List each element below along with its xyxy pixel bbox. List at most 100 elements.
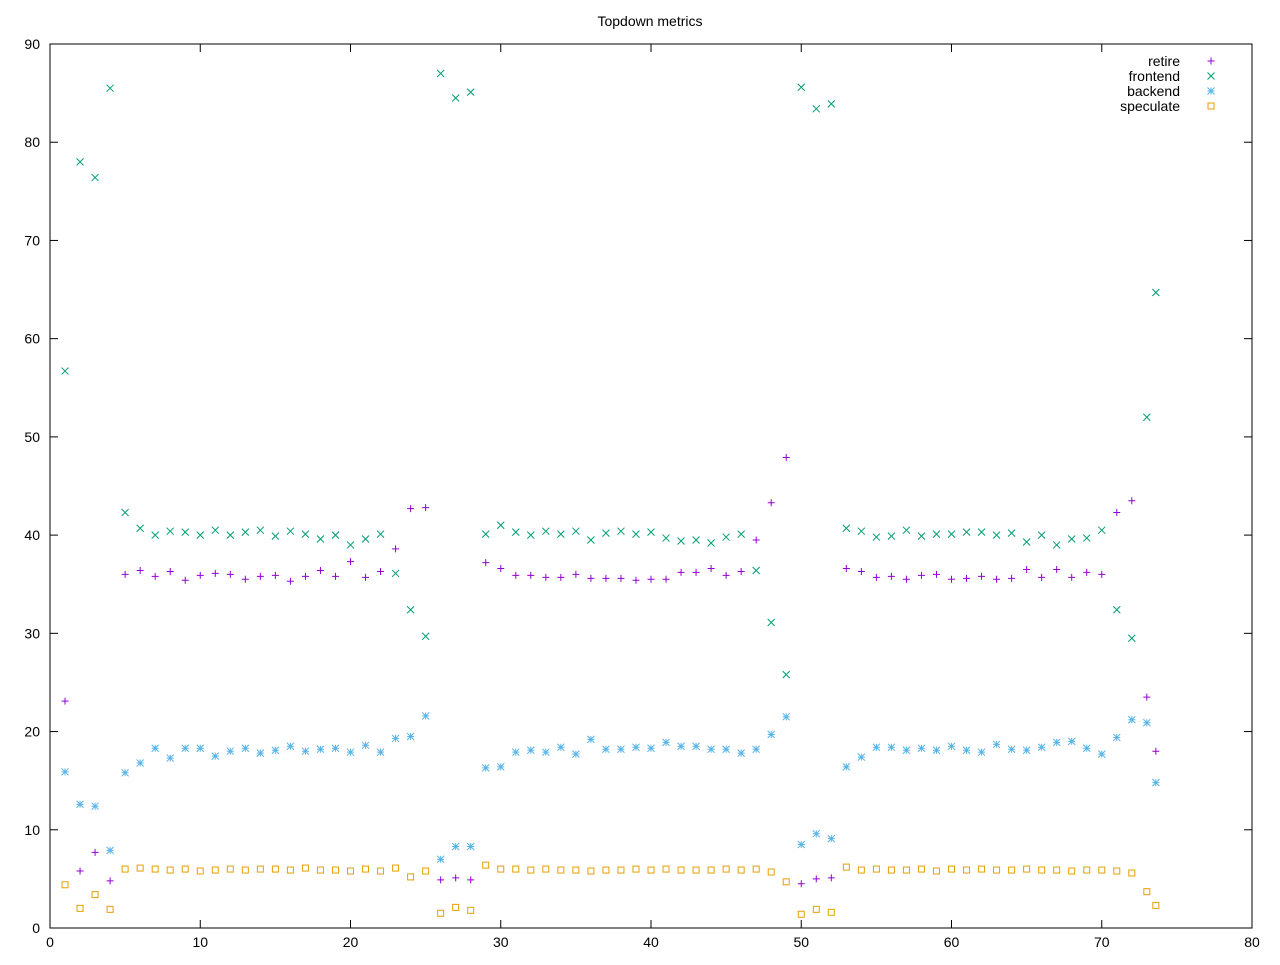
retire-point (437, 876, 445, 884)
backend-point (256, 749, 265, 758)
retire-point (181, 576, 189, 584)
retire-point (61, 697, 69, 705)
backend-point (1097, 750, 1106, 759)
x-tick-label: 70 (1094, 934, 1110, 950)
backend-point (541, 748, 550, 757)
backend-point (707, 745, 715, 754)
speculate-point (181, 865, 189, 873)
y-tick-label: 10 (24, 822, 40, 838)
frontend-point (406, 605, 415, 614)
speculate-point (978, 865, 986, 873)
series-frontend (61, 69, 1160, 679)
frontend-point (166, 527, 175, 536)
retire-point (497, 565, 505, 573)
x-tick-label: 40 (643, 934, 659, 950)
speculate-point (707, 866, 715, 874)
retire-point (121, 570, 129, 578)
retire-point (91, 848, 99, 856)
frontend-point (1082, 534, 1091, 542)
backend-point (241, 744, 250, 753)
frontend-point (1097, 526, 1106, 535)
backend-point (331, 744, 340, 753)
legend-label: frontend (1129, 68, 1180, 84)
retire-point (211, 569, 219, 577)
frontend-point (496, 521, 505, 530)
x-tick-label: 60 (944, 934, 960, 950)
retire-point (452, 874, 460, 882)
retire-point (797, 880, 805, 888)
retire-point (887, 572, 895, 580)
retire-point (271, 571, 279, 579)
retire-point (978, 572, 986, 580)
retire-point (948, 575, 955, 583)
frontend-point (436, 69, 445, 78)
frontend-point (602, 529, 610, 538)
frontend-point (872, 533, 881, 541)
speculate-point (91, 891, 99, 899)
retire-point (1143, 693, 1151, 701)
frontend-point (1007, 529, 1016, 538)
retire-point (557, 573, 565, 581)
retire-point (963, 574, 971, 582)
frontend-point (376, 530, 385, 538)
frontend-point (962, 528, 971, 537)
speculate-point (1143, 888, 1151, 896)
speculate-point (422, 867, 430, 875)
frontend-point (241, 528, 250, 537)
backend-point (196, 744, 205, 753)
retire-point (932, 570, 940, 578)
retire-point (602, 574, 610, 582)
backend-point (1022, 746, 1031, 755)
backend-point (271, 746, 280, 755)
frontend-point (902, 526, 911, 535)
retire-point (362, 573, 370, 581)
speculate-point (767, 868, 775, 876)
backend-point (61, 767, 69, 776)
y-tick-label: 30 (24, 625, 40, 641)
retire-point (512, 571, 520, 579)
backend-point (181, 744, 190, 753)
speculate-point (452, 903, 460, 911)
backend-point (466, 842, 475, 851)
frontend-point (106, 84, 114, 93)
speculate-point (872, 865, 880, 873)
frontend-point (917, 532, 926, 540)
frontend-point (707, 539, 715, 547)
speculate-point (136, 864, 144, 872)
backend-point (797, 840, 806, 849)
retire-point (993, 575, 1001, 583)
speculate-point (241, 866, 249, 874)
retire-point (752, 536, 760, 544)
speculate-point (497, 865, 505, 873)
frontend-point (226, 531, 235, 539)
speculate-point (602, 866, 610, 874)
speculate-point (407, 873, 415, 881)
series-backend (61, 711, 1160, 864)
frontend-point (767, 618, 776, 627)
x-tick-label: 50 (793, 934, 809, 950)
speculate-point (76, 904, 84, 912)
speculate-point (1023, 865, 1031, 873)
speculate-point (1053, 866, 1061, 874)
speculate-point (362, 865, 370, 873)
retire-point (707, 565, 715, 573)
speculate-point (106, 905, 114, 913)
x-tick-label: 80 (1244, 934, 1260, 950)
retire-point (677, 568, 685, 576)
frontend-point (812, 104, 821, 113)
speculate-point (948, 865, 955, 873)
backend-point (632, 743, 640, 752)
backend-point (602, 745, 610, 754)
retire-point (1083, 568, 1091, 576)
backend-point (647, 744, 655, 753)
speculate-point (211, 866, 219, 874)
plot-marks (61, 69, 1160, 918)
speculate-point (812, 905, 820, 913)
frontend-point (752, 566, 761, 575)
y-tick-label: 0 (32, 920, 40, 936)
speculate-point (1068, 867, 1076, 875)
speculate-point (993, 866, 1001, 874)
frontend-point (76, 158, 84, 166)
frontend-point (121, 508, 129, 517)
